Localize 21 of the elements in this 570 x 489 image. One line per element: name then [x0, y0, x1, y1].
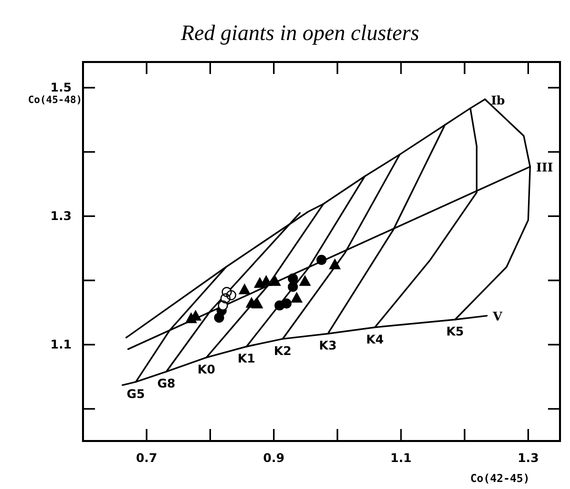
series-label: Ib	[490, 93, 505, 108]
series-label: V	[492, 310, 503, 324]
x-tick-label: 1.3	[518, 451, 539, 465]
series-label: G5	[126, 386, 145, 401]
legend-label: III	[536, 160, 554, 175]
y-tick-label: 1.1	[50, 338, 72, 352]
series-label: K2	[274, 344, 292, 358]
y-axis-title: Co(45-48)	[28, 95, 82, 106]
series-label: G8	[157, 376, 176, 391]
x-tick-label: 0.7	[136, 451, 158, 465]
x-axis-title: Co(42-45)	[470, 472, 530, 485]
chart-title: Red giants in open clusters	[180, 20, 420, 45]
series-label: K4	[366, 332, 384, 346]
series-label: K3	[319, 338, 337, 353]
series-label: K5	[446, 324, 464, 339]
series-label: K0	[198, 362, 216, 376]
x-tick-label: 1.1	[390, 451, 412, 465]
y-tick-label: 1.5	[50, 80, 72, 95]
y-tick-label: 1.3	[50, 209, 72, 224]
series-label: K1	[238, 352, 256, 366]
x-tick-label: 0.9	[263, 451, 284, 465]
